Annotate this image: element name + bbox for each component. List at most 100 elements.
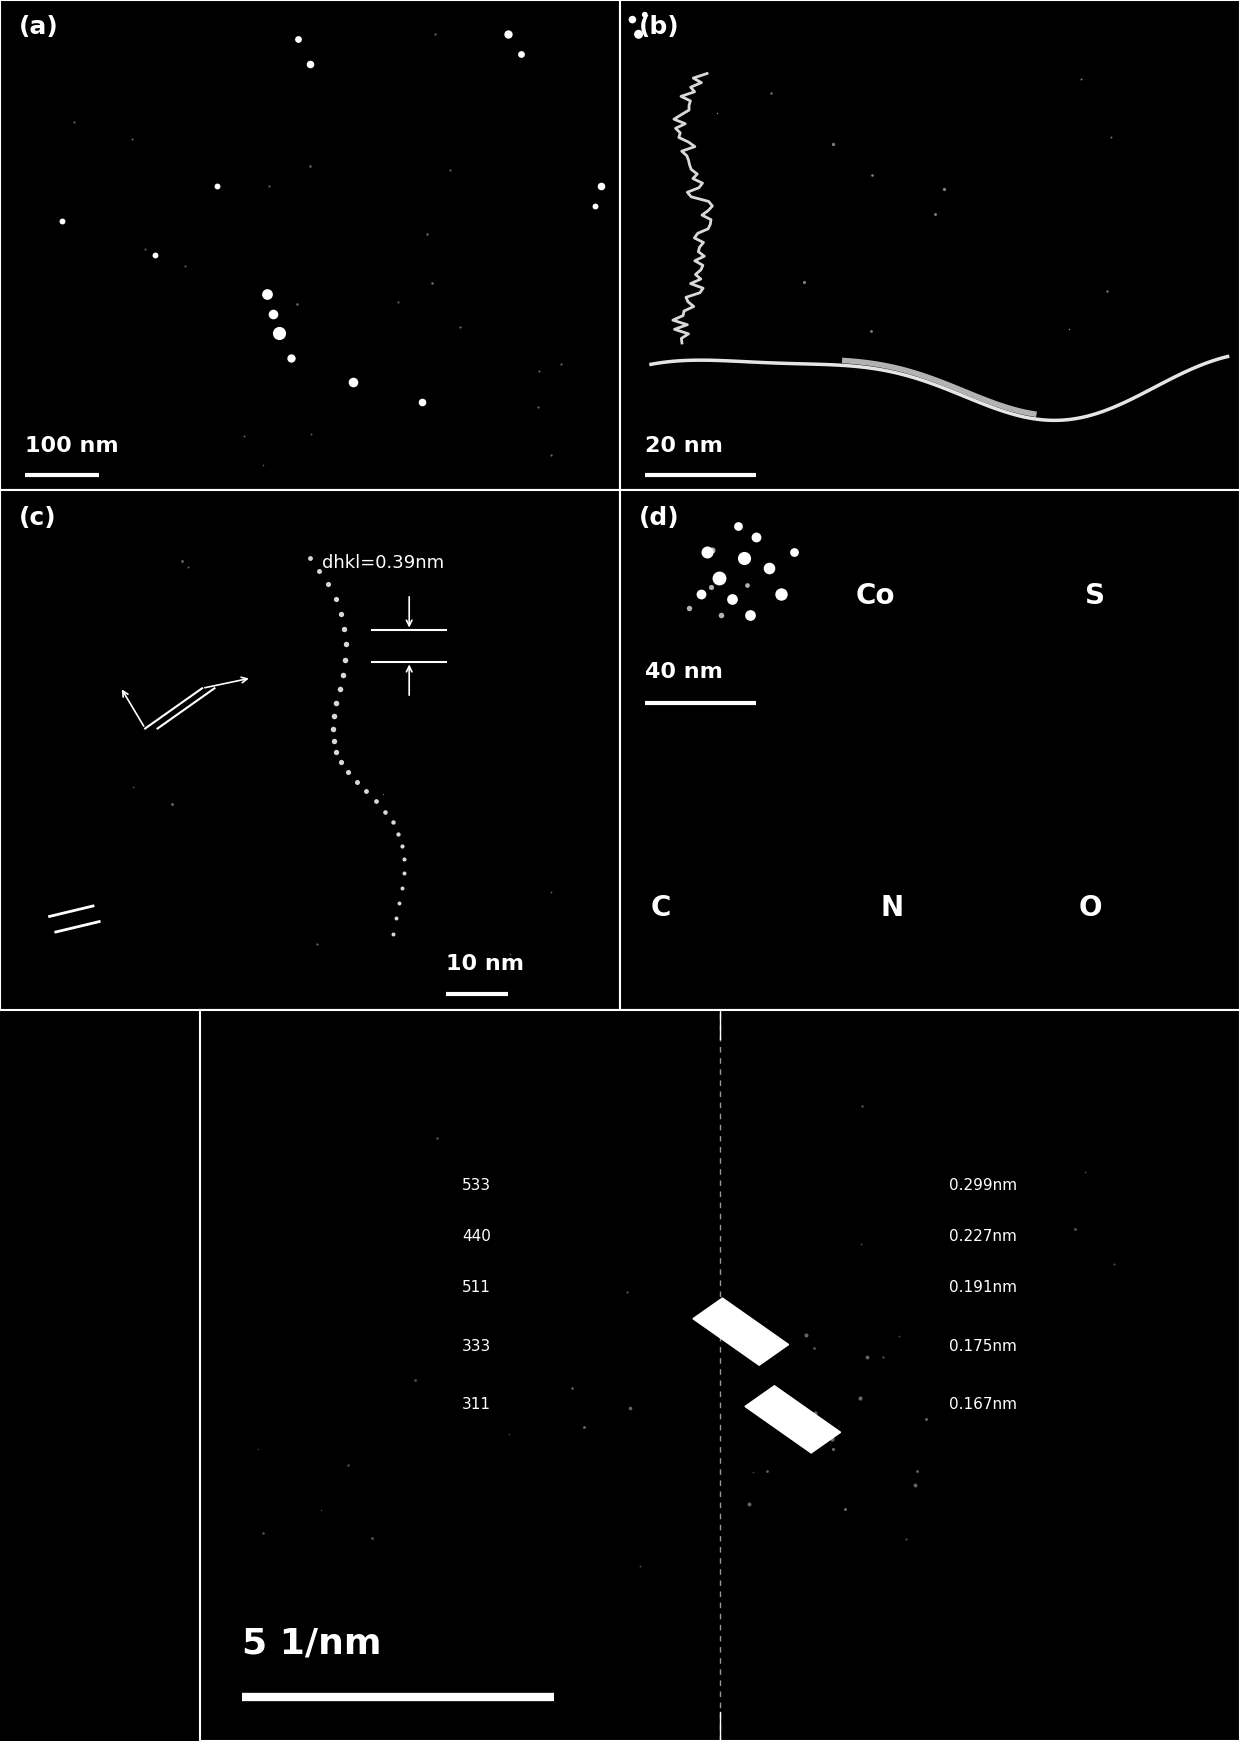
Text: 0.167nm: 0.167nm <box>949 1398 1017 1412</box>
Point <box>288 291 308 319</box>
Text: Co: Co <box>856 583 895 611</box>
Text: 0.191nm: 0.191nm <box>949 1280 1017 1295</box>
Point <box>862 162 882 190</box>
Point <box>343 369 363 397</box>
Point <box>122 125 141 153</box>
Text: 533: 533 <box>463 1179 491 1193</box>
Point <box>300 151 320 179</box>
Point <box>388 820 408 848</box>
Point <box>528 357 548 385</box>
Point <box>347 768 367 796</box>
Point <box>691 580 711 608</box>
Point <box>383 808 403 836</box>
Point <box>678 594 698 622</box>
Point <box>585 192 605 219</box>
Point <box>511 40 531 68</box>
Point <box>541 440 560 468</box>
Point <box>124 773 144 801</box>
Point <box>795 268 815 296</box>
Point <box>756 1457 776 1485</box>
Text: 大: 大 <box>55 1241 86 1290</box>
Point <box>319 571 339 599</box>
Point <box>412 388 432 416</box>
Point <box>562 1374 582 1402</box>
Point <box>823 131 843 158</box>
Point <box>916 1405 936 1433</box>
Text: 311: 311 <box>463 1398 491 1412</box>
Point <box>528 393 548 421</box>
Text: O: O <box>1079 895 1102 923</box>
Point <box>925 200 945 228</box>
Point <box>310 557 330 585</box>
Point <box>889 1321 909 1349</box>
Text: dhkl=0.39nm: dhkl=0.39nm <box>322 554 444 573</box>
Text: 10 nm: 10 nm <box>446 954 525 973</box>
Point <box>386 904 405 931</box>
Point <box>362 1523 382 1551</box>
Point <box>177 554 197 581</box>
Text: (c): (c) <box>19 505 56 529</box>
Point <box>734 543 754 571</box>
Point <box>388 289 408 317</box>
Point <box>796 1321 816 1349</box>
Point <box>861 317 880 345</box>
Point <box>805 1334 825 1361</box>
Point <box>707 99 727 127</box>
Point <box>322 716 342 743</box>
Point <box>1065 1215 1085 1243</box>
Point <box>288 26 308 54</box>
Point <box>331 749 351 776</box>
Point <box>500 940 520 968</box>
Point <box>427 1125 446 1153</box>
Point <box>746 522 766 550</box>
Point <box>330 676 350 703</box>
Point <box>857 1342 877 1370</box>
Point <box>498 21 518 49</box>
Point <box>620 1395 640 1422</box>
Point <box>701 573 720 601</box>
Point <box>263 299 283 327</box>
Text: 40 nm: 40 nm <box>645 662 723 682</box>
Point <box>393 860 413 888</box>
Point <box>336 630 356 658</box>
Point <box>257 280 277 308</box>
Point <box>574 1414 594 1442</box>
Point <box>771 580 791 608</box>
Text: 100 nm: 100 nm <box>25 435 119 456</box>
Text: 放: 放 <box>55 1132 86 1180</box>
Point <box>52 207 72 235</box>
Point <box>629 21 649 49</box>
Point <box>423 270 443 298</box>
Point <box>281 343 301 371</box>
Point <box>836 1496 856 1523</box>
Point <box>417 221 436 249</box>
Polygon shape <box>745 1386 841 1454</box>
Point <box>851 1384 870 1412</box>
Point <box>207 172 227 200</box>
Point <box>63 108 83 136</box>
Point <box>366 787 386 815</box>
Point <box>373 780 393 808</box>
Point <box>269 319 289 346</box>
Point <box>248 1435 268 1462</box>
Point <box>552 350 572 378</box>
Point <box>253 1518 273 1546</box>
Text: 20 nm: 20 nm <box>645 435 723 456</box>
Point <box>335 646 355 674</box>
Point <box>905 1471 925 1499</box>
Point <box>356 778 376 806</box>
Point <box>852 1231 872 1259</box>
Text: (d): (d) <box>639 505 680 529</box>
Point <box>339 757 358 785</box>
Point <box>1071 64 1091 92</box>
Point <box>1097 277 1117 305</box>
Point <box>162 790 182 818</box>
Text: C: C <box>651 895 671 923</box>
Point <box>823 1435 843 1462</box>
Point <box>331 599 351 627</box>
Point <box>392 832 412 860</box>
Point <box>873 1342 893 1370</box>
Point <box>697 538 717 566</box>
Point <box>374 797 394 825</box>
Point <box>498 1419 518 1447</box>
